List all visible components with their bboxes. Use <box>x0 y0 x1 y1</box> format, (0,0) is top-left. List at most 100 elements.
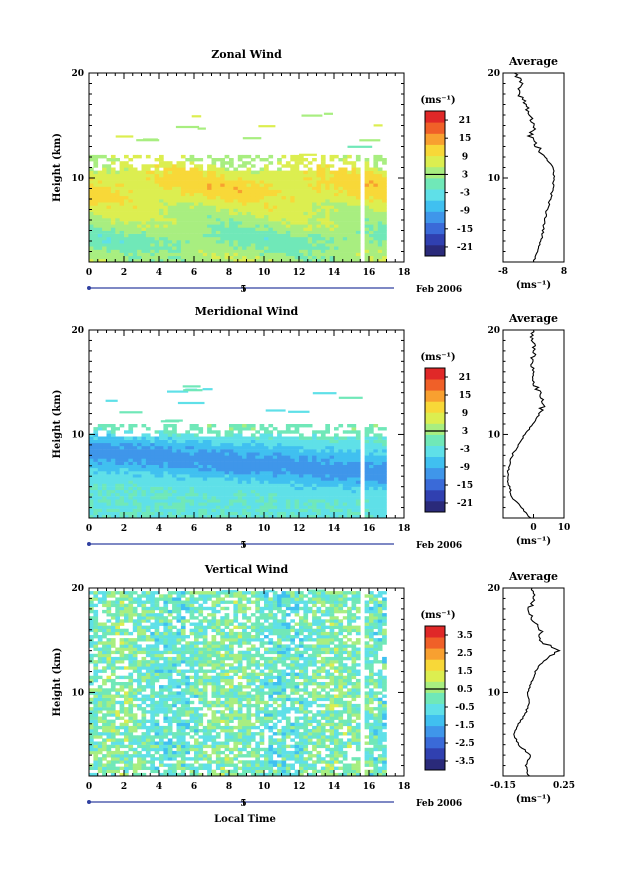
heatmap-cell <box>299 464 304 469</box>
heatmap-cell <box>259 464 265 469</box>
heatmap-cell <box>377 189 383 194</box>
heatmap-cell <box>307 496 313 500</box>
heatmap-cell <box>233 458 239 462</box>
heatmap-cell <box>154 164 160 168</box>
heatmap-cell <box>277 442 282 447</box>
heatmap-cell <box>224 208 230 212</box>
heatmap-cell <box>281 258 287 263</box>
heatmap-cell <box>110 427 116 431</box>
heatmap-cell <box>277 189 282 194</box>
heatmap-cell <box>172 211 177 216</box>
heatmap-cell <box>159 202 164 206</box>
heatmap-cell <box>106 613 112 617</box>
heatmap-cell <box>132 236 138 241</box>
heatmap-cell <box>242 221 247 225</box>
heatmap-cell <box>320 173 326 178</box>
heatmap-cell <box>255 464 260 469</box>
heatmap-cell <box>154 211 160 216</box>
heatmap-cell <box>347 458 352 462</box>
heatmap-cell <box>128 461 134 465</box>
heatmap-cell <box>246 436 252 440</box>
heatmap-cell <box>202 192 208 197</box>
heatmap-cell <box>154 505 160 509</box>
heatmap-cell <box>176 243 182 247</box>
heatmap-cell <box>180 471 186 475</box>
heatmap-cell <box>250 227 256 231</box>
heatmap-cell <box>89 616 94 620</box>
heatmap-cell <box>285 424 291 428</box>
heatmap-cell <box>132 477 138 481</box>
heatmap-cell <box>382 474 387 478</box>
heatmap-cell <box>207 467 212 472</box>
heatmap-cell <box>382 489 387 494</box>
heatmap-cell <box>377 217 383 222</box>
heatmap-cell <box>246 208 252 212</box>
heatmap-cell <box>303 467 309 472</box>
heatmap-cell <box>272 452 278 456</box>
heatmap-cell <box>106 208 112 212</box>
heatmap-cell <box>128 697 134 702</box>
heatmap-cell <box>382 502 387 506</box>
heatmap-cell <box>106 514 112 519</box>
heatmap-cell <box>180 502 186 506</box>
heatmap-cell <box>259 486 265 491</box>
heatmap-cell <box>281 173 287 178</box>
heatmap-cell <box>307 455 313 459</box>
heatmap-cell <box>132 233 138 238</box>
heatmap-cell <box>290 217 295 222</box>
heatmap-cell <box>198 505 204 509</box>
heatmap-cell <box>141 211 147 216</box>
heatmap-cell <box>316 430 322 434</box>
heatmap-cell <box>119 496 125 500</box>
heatmap-cell <box>106 471 112 475</box>
heatmap-cell <box>347 176 352 181</box>
heatmap-cell <box>334 511 339 516</box>
heatmap-cell <box>97 597 103 601</box>
heatmap-cell <box>110 660 116 664</box>
heatmap-cell <box>272 180 278 184</box>
heatmap-cell <box>373 154 379 159</box>
heatmap-cell <box>377 477 383 481</box>
heatmap-cell <box>211 449 217 453</box>
heatmap-cell <box>307 464 313 469</box>
heatmap-cell <box>294 227 300 231</box>
heatmap-cell <box>106 433 112 437</box>
heatmap-cell <box>124 202 129 206</box>
heatmap-cell <box>268 483 274 487</box>
heatmap-cell <box>132 638 138 642</box>
heatmap-cell <box>369 455 374 459</box>
heatmap-cell <box>347 258 352 263</box>
heatmap-cell <box>202 199 208 203</box>
heatmap-cell <box>137 597 142 601</box>
heatmap-cell <box>250 170 256 175</box>
heatmap-cell <box>377 167 383 171</box>
heatmap-cell <box>294 161 300 165</box>
heatmap-cell <box>277 436 282 440</box>
heatmap-cell <box>329 439 335 444</box>
heatmap-cell <box>115 625 120 629</box>
heatmap-cell <box>185 461 190 465</box>
heatmap-cell <box>128 195 134 200</box>
heatmap-cell <box>268 202 274 206</box>
heatmap-cell <box>281 154 287 159</box>
heatmap-cell <box>211 458 217 462</box>
heatmap-cell <box>250 255 256 260</box>
heatmap-cell <box>329 489 335 494</box>
heatmap-cell <box>172 464 177 469</box>
heatmap-cell <box>268 508 274 512</box>
heatmap-cell <box>364 255 370 260</box>
heatmap-cell <box>264 502 269 506</box>
heatmap-cell <box>194 449 199 453</box>
heatmap-cell <box>194 221 199 225</box>
heatmap-cell <box>255 511 260 516</box>
heatmap-cell <box>312 211 317 216</box>
heatmap-cell <box>115 227 120 231</box>
heatmap-cell <box>250 246 256 250</box>
heatmap-cell <box>172 221 177 225</box>
heatmap-cell <box>373 445 379 450</box>
heatmap-cell <box>132 609 138 614</box>
heatmap-cell <box>132 192 138 197</box>
heatmap-cell <box>290 173 295 178</box>
heatmap-cell <box>373 170 379 175</box>
heatmap-cell <box>338 474 344 478</box>
